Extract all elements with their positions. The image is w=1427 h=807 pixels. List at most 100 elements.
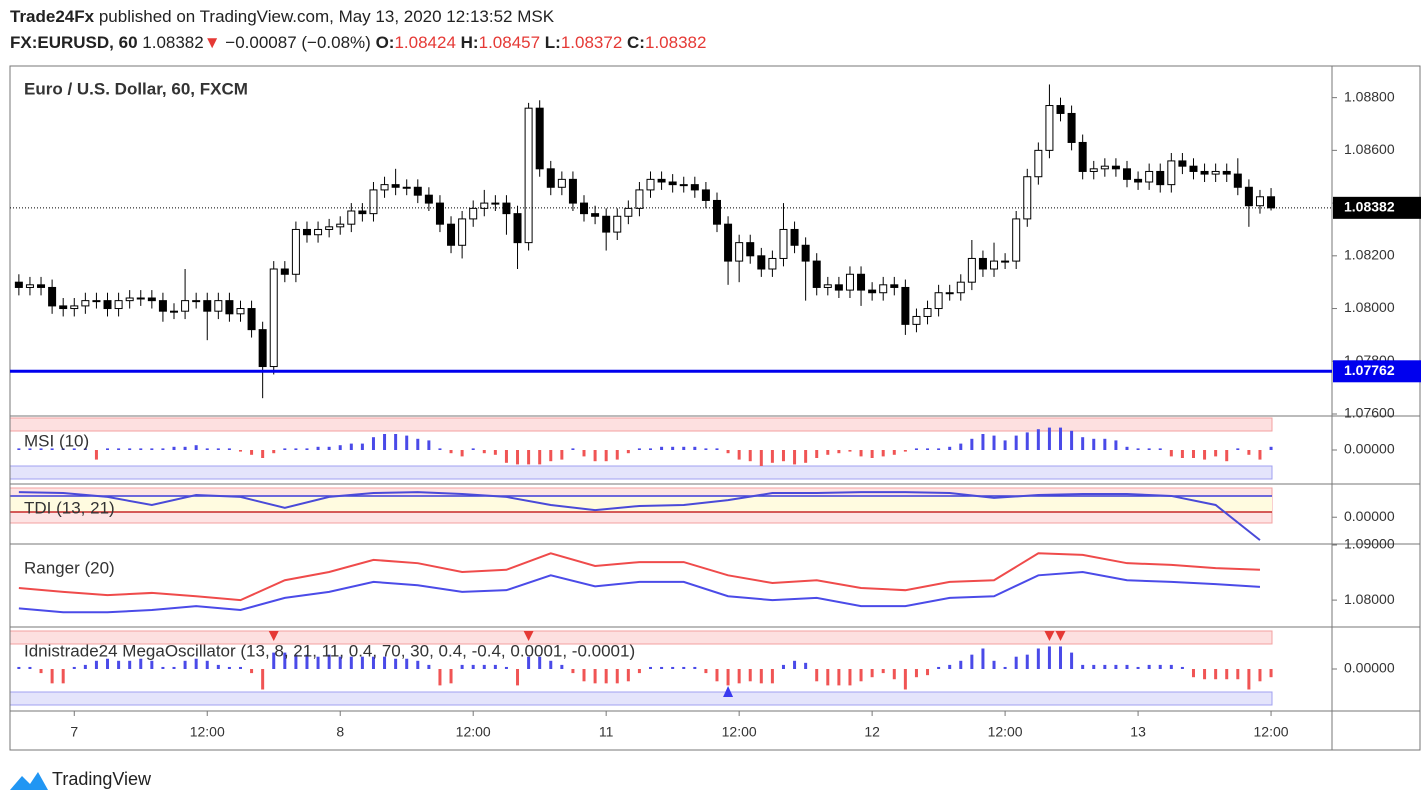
histogram-bar [238,666,242,669]
histogram-bar [50,448,54,450]
histogram-bar [394,658,398,669]
histogram-bar [1103,664,1107,669]
histogram-bar [582,669,586,682]
sell-signal [523,631,534,641]
histogram-bar [837,669,841,686]
histogram-bar [172,666,176,669]
histogram-bar [870,450,874,458]
histogram-bar [338,656,342,669]
header-line: Trade24Fx published on TradingView.com, … [10,7,554,27]
ohlc-label: L: [544,33,561,52]
y-tick-label: 0.00000 [1344,508,1395,524]
histogram-bar [438,448,442,450]
histogram-bar [748,450,752,462]
buy-signal [723,686,734,697]
candle-body [125,297,134,302]
histogram-bar [1214,450,1218,457]
histogram-bar [371,437,375,450]
histogram-bar [482,664,486,669]
histogram-bar [770,450,774,463]
mega-lower-band [9,691,1273,706]
histogram-bar [1059,646,1063,669]
histogram-bar [427,440,431,450]
histogram-bar [1125,664,1129,669]
histogram-bar [161,666,165,669]
histogram-bar [261,450,265,458]
histogram-bar [538,656,542,669]
histogram-bar [1125,446,1129,450]
histogram-bar [1103,438,1107,450]
histogram-bar [759,450,763,466]
candle-body [435,202,444,225]
y-tick-label: 1.08200 [1344,247,1395,263]
histogram-bar [17,666,21,669]
histogram-bar [250,669,254,674]
histogram-bar [28,448,32,450]
candle-body [103,300,112,310]
histogram-bar [538,450,542,465]
histogram-bar [172,446,176,450]
candle-body [214,300,223,312]
histogram-bar [150,660,154,669]
histogram-bar [1014,656,1018,669]
y-tick-label: 0.00000 [1344,660,1395,676]
candle-body [413,186,422,196]
y-tick-label: 1.08800 [1344,88,1395,104]
histogram-bar [748,669,752,682]
y-tick-label: 1.08000 [1344,591,1395,607]
pane-title: MSI (10) [24,431,89,450]
candle-body [336,223,345,228]
histogram-bar [1247,669,1251,690]
histogram-bar [50,669,54,684]
candle-body [1178,160,1187,167]
histogram-bar [1136,448,1140,450]
candle-body [1211,170,1220,175]
publisher: Trade24Fx [10,7,95,26]
histogram-bar [250,450,254,455]
candle-body [768,257,777,270]
histogram-bar [117,660,121,669]
candle-body [591,213,600,217]
histogram-bar [1092,438,1096,450]
candle-body [535,107,544,170]
arrow: ▼ [203,33,221,52]
candle-body [1267,196,1276,209]
histogram-bar [948,446,952,450]
histogram-bar [560,664,564,669]
candle-body [990,260,999,270]
ohlc-label: C: [627,33,645,52]
candle-body [192,300,201,303]
histogram-bar [881,669,885,674]
histogram-bar [549,660,553,669]
candle-body [391,184,400,188]
histogram-bar [848,669,852,686]
candle-body [325,226,334,230]
histogram-bar [1059,427,1063,450]
histogram-bar [416,660,420,669]
histogram-bar [527,450,531,465]
histogram-bar [1147,664,1151,669]
candle-body [291,228,300,275]
histogram-bar [61,448,65,450]
candle-body [1034,149,1043,178]
candle-body [735,242,744,262]
candle-body [912,315,921,325]
candle-body [302,228,311,236]
histogram-bar [305,448,309,450]
candle-body [879,284,888,294]
histogram-bar [859,450,863,457]
histogram-bar [804,662,808,669]
histogram-bar [1236,669,1240,680]
histogram-bar [1258,669,1262,682]
histogram-bar [648,448,652,450]
level-box [1333,360,1421,383]
histogram-bar [781,450,785,462]
ohlc-value: 1.08372 [560,33,623,52]
candle-body [901,286,910,325]
histogram-bar [371,656,375,669]
histogram-bar [926,669,930,676]
histogram-bar [1169,450,1173,457]
histogram-bar [1269,446,1273,450]
histogram-bar [914,448,918,450]
logo-icon [10,772,48,790]
